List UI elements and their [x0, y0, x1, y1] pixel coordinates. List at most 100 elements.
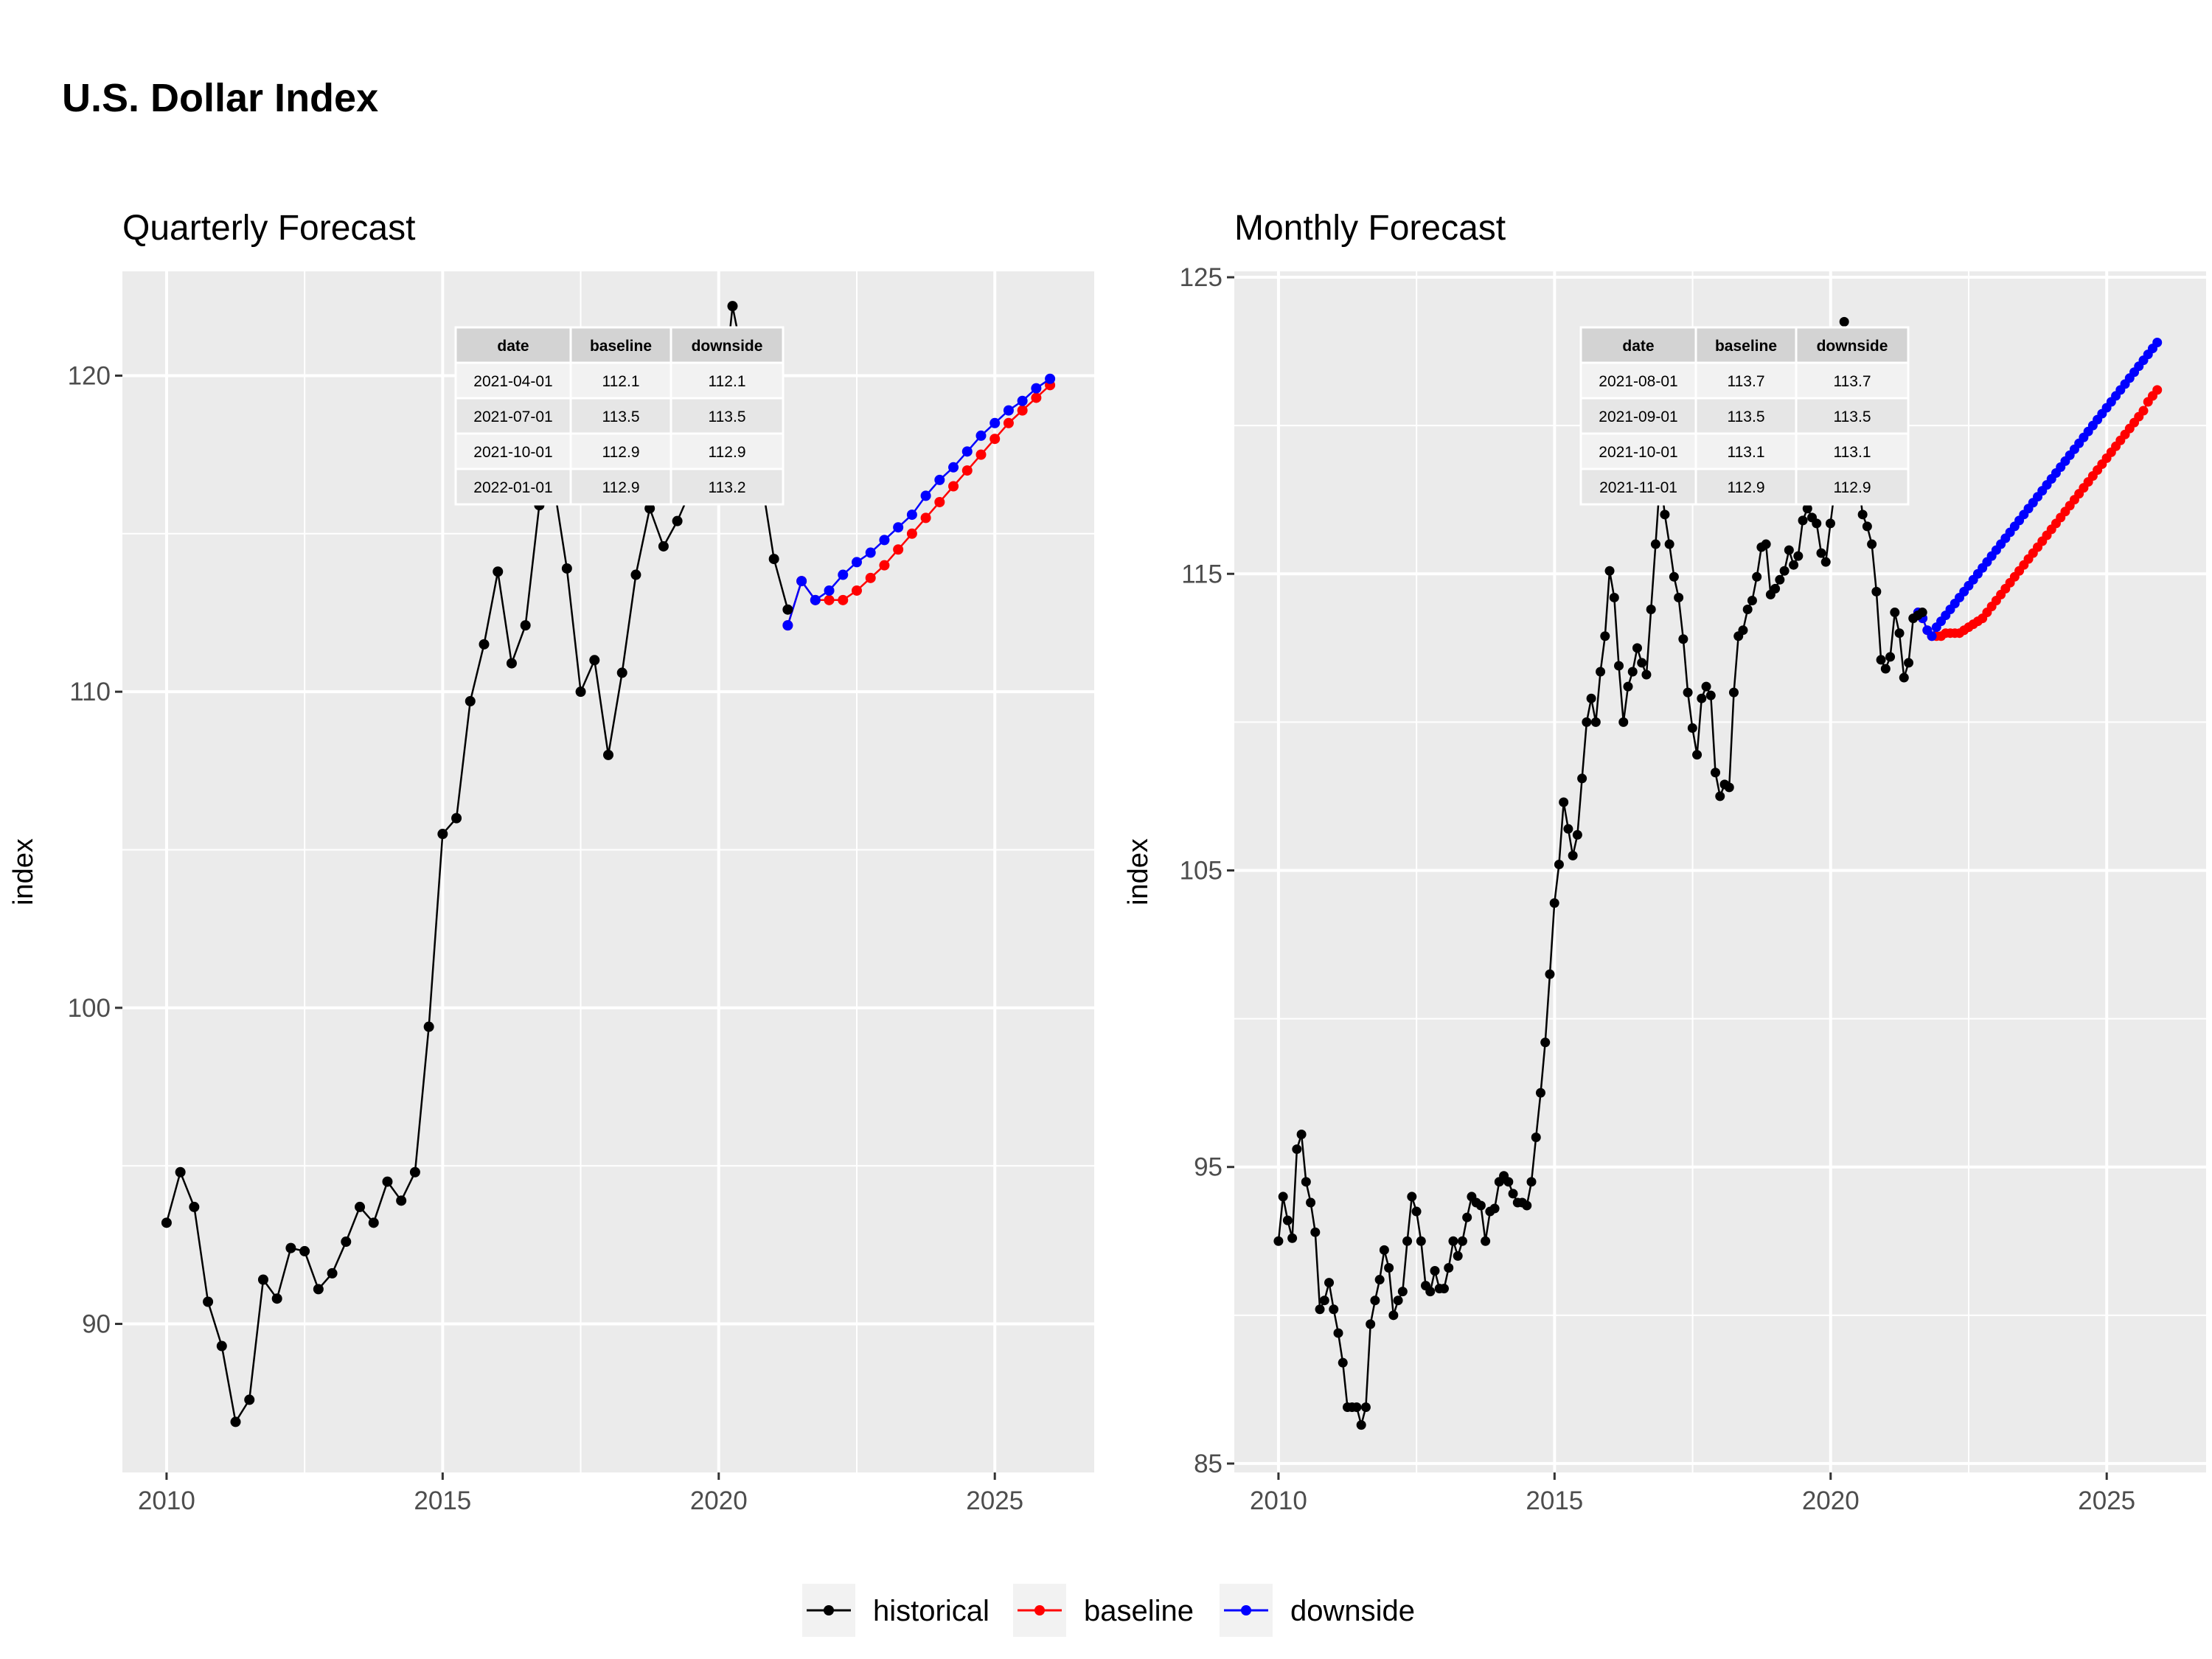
- point-historical: [1306, 1197, 1316, 1208]
- point-historical: [1577, 773, 1587, 784]
- point-historical: [1366, 1319, 1376, 1329]
- table-cell-text: 2021-07-01: [473, 408, 552, 425]
- point-historical: [1867, 539, 1877, 549]
- point-historical: [561, 563, 572, 574]
- point-historical: [1862, 521, 1872, 532]
- table-cell: [1795, 361, 1910, 400]
- point-historical: [1338, 1357, 1348, 1368]
- legend-label-downside: downside: [1290, 1595, 1415, 1627]
- point-historical: [1568, 850, 1578, 860]
- point-historical: [782, 604, 793, 615]
- point-historical: [1632, 643, 1642, 653]
- point-historical: [1609, 592, 1619, 602]
- point-baseline: [824, 594, 835, 605]
- point-historical: [299, 1245, 310, 1256]
- point-historical: [1379, 1245, 1389, 1255]
- point-historical: [1278, 1192, 1288, 1202]
- y-tick-label: 110: [69, 678, 111, 706]
- point-historical: [341, 1237, 352, 1248]
- point-historical: [1890, 608, 1900, 618]
- point-historical: [1742, 605, 1753, 615]
- y-tick-label: 95: [1194, 1153, 1222, 1182]
- point-downside: [838, 569, 849, 580]
- point-baseline: [893, 544, 904, 555]
- table-cell: [1579, 397, 1697, 435]
- table-header-text: downside: [1817, 338, 1888, 355]
- point-historical: [727, 301, 738, 312]
- point-historical: [1457, 1236, 1467, 1246]
- point-baseline: [838, 594, 849, 605]
- table-cell-text: 113.1: [1834, 444, 1871, 461]
- forecast-table: date baseline downside 2021-04-01 112.1 112.1…: [454, 326, 785, 506]
- x-tick-label: 2015: [1526, 1486, 1583, 1515]
- point-historical: [630, 569, 641, 580]
- point-baseline: [1003, 417, 1014, 428]
- table-cell-text: 113.7: [1728, 373, 1765, 390]
- y-tick-label: 125: [1180, 263, 1222, 292]
- point-historical: [520, 620, 531, 631]
- point-historical: [1352, 1402, 1362, 1413]
- table-cell-text: 113.5: [602, 408, 640, 425]
- table-cell: [1795, 467, 1910, 506]
- point-historical: [575, 686, 586, 698]
- point-historical: [1292, 1144, 1302, 1155]
- legend-point-historical: [824, 1605, 834, 1615]
- point-historical: [1462, 1212, 1472, 1222]
- point-downside: [948, 462, 959, 473]
- point-historical: [1770, 583, 1781, 594]
- monthly-panel-title: Monthly Forecast: [1234, 209, 1506, 248]
- table-cell: [1694, 361, 1798, 400]
- point-downside: [1045, 373, 1056, 384]
- point-baseline: [1031, 392, 1042, 403]
- point-historical: [1820, 557, 1831, 567]
- point-historical: [1839, 316, 1849, 327]
- point-historical: [1784, 545, 1794, 555]
- point-historical: [1871, 586, 1882, 597]
- forecast-table: date baseline downside 2021-08-01 113.7 113.7…: [1579, 326, 1910, 506]
- point-historical: [1674, 592, 1684, 602]
- point-historical: [1894, 628, 1905, 639]
- point-baseline: [990, 434, 1001, 445]
- point-historical: [1701, 681, 1711, 692]
- point-historical: [1857, 509, 1868, 520]
- point-baseline: [948, 481, 959, 492]
- x-tick-label: 2025: [966, 1486, 1023, 1515]
- point-historical: [1664, 539, 1674, 549]
- x-tick-label: 2020: [1802, 1486, 1860, 1515]
- main-title: U.S. Dollar Index: [62, 76, 379, 120]
- point-historical: [161, 1217, 172, 1228]
- point-historical: [1904, 658, 1914, 668]
- point-historical: [1333, 1328, 1343, 1338]
- point-historical: [1315, 1304, 1325, 1315]
- x-tick-label: 2025: [2078, 1486, 2135, 1515]
- point-historical: [1540, 1037, 1551, 1048]
- point-historical: [1793, 551, 1804, 561]
- point-historical: [1448, 1236, 1458, 1246]
- point-historical: [1407, 1192, 1417, 1202]
- point-historical: [1761, 539, 1771, 549]
- table-cell-text: 2021-09-01: [1599, 408, 1677, 425]
- point-historical: [1646, 605, 1656, 615]
- point-historical: [1324, 1278, 1335, 1288]
- point-historical: [1816, 548, 1826, 558]
- point-historical: [1692, 750, 1703, 760]
- point-downside: [2152, 338, 2163, 348]
- point-historical: [1789, 560, 1799, 570]
- point-baseline: [851, 585, 862, 596]
- point-historical: [465, 696, 476, 707]
- table-cell: [1694, 467, 1798, 506]
- point-historical: [1273, 1236, 1284, 1246]
- table-cell: [454, 397, 572, 435]
- point-historical: [1614, 661, 1624, 671]
- quarterly-panel-title: Quarterly Forecast: [122, 209, 416, 248]
- table-cell-text: 112.9: [1728, 479, 1765, 496]
- point-historical: [1711, 768, 1721, 778]
- point-downside: [990, 417, 1001, 428]
- point-historical: [1715, 791, 1725, 801]
- table-cell: [1795, 432, 1910, 470]
- point-historical: [1802, 504, 1812, 514]
- point-historical: [1310, 1227, 1321, 1237]
- point-historical: [1687, 723, 1697, 733]
- point-historical: [1637, 658, 1647, 668]
- monthly-chart: 2010 2015 2020 2025 85 95 105 115 125 index date ba…: [1123, 263, 2206, 1515]
